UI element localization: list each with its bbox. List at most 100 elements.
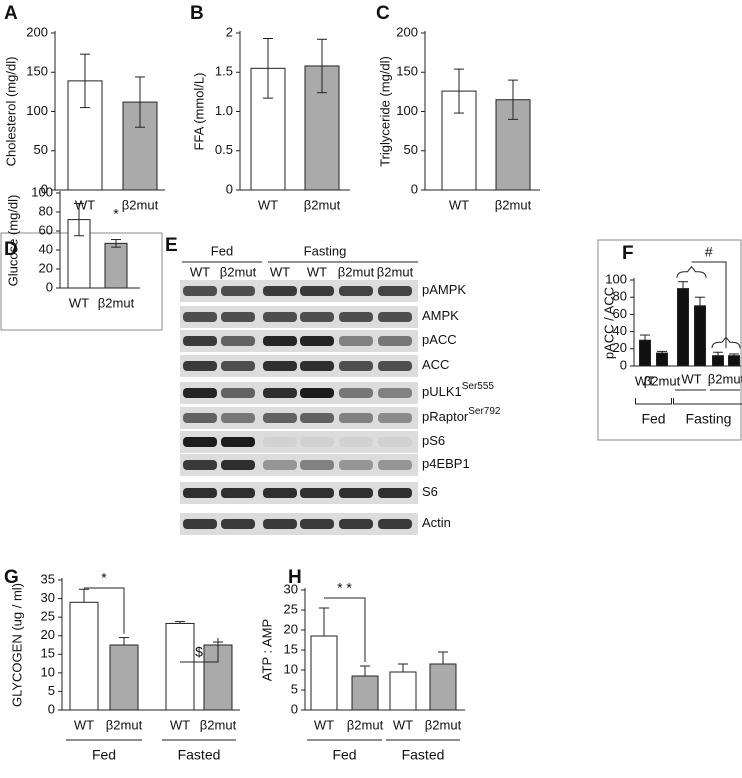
- protein-name: pULK1: [422, 384, 462, 399]
- panel-letter: E: [165, 235, 178, 256]
- blot-strip: [180, 382, 418, 404]
- group-label: Fed: [332, 747, 356, 763]
- error-bar: [713, 351, 723, 356]
- y-tick-label: 30: [41, 590, 55, 605]
- y-tick-label: 1.5: [215, 64, 233, 79]
- x-tick-label: WT: [170, 717, 190, 732]
- x-tick-label: β2mut: [495, 197, 532, 212]
- error-bar: [74, 202, 84, 237]
- error-bar: [657, 350, 667, 354]
- blot-strip: [180, 482, 418, 504]
- blot-band: [263, 286, 297, 296]
- blot-band: [339, 519, 373, 529]
- error-bar: [640, 334, 650, 341]
- blot-band: [339, 388, 373, 398]
- y-tick-label: 40: [613, 323, 627, 338]
- y-tick-label: 1.0: [215, 103, 233, 118]
- error-bar: [317, 38, 327, 94]
- y-tick-label: 15: [284, 641, 298, 656]
- blot-group-label: Fasting: [304, 243, 347, 258]
- bar: [165, 622, 195, 711]
- y-tick-label: 0: [620, 357, 627, 372]
- group-label: Fed: [92, 747, 116, 763]
- y-tick-label: 100: [605, 271, 627, 286]
- y-tick-label: 10: [41, 664, 55, 679]
- blot-band: [300, 286, 334, 296]
- error-bar: [678, 281, 688, 289]
- x-tick-label: WT: [449, 197, 469, 212]
- blot-band: [378, 488, 412, 498]
- blot-band: [221, 437, 255, 447]
- y-tick-label: 20: [39, 260, 53, 275]
- lane-label: β2mut: [220, 264, 257, 279]
- bar: [310, 635, 338, 711]
- significance-bracket: [324, 597, 366, 662]
- blot-band: [339, 460, 373, 470]
- blot-row-label: pS6: [422, 433, 445, 448]
- blot-band: [300, 488, 334, 498]
- blot-band: [263, 488, 297, 498]
- blot-row-label: pRaptorSer792: [422, 406, 501, 425]
- x-tick-label: WT: [69, 295, 89, 310]
- x-tick-label: WT: [314, 717, 334, 732]
- x-tick-label: β2mut: [304, 197, 341, 212]
- y-tick-label: 2: [226, 24, 233, 39]
- blot-band: [183, 460, 217, 470]
- blot-band: [339, 488, 373, 498]
- y-tick-label: 30: [284, 581, 298, 596]
- y-tick-label: 5: [291, 681, 298, 696]
- protein-name: Actin: [422, 515, 451, 530]
- protein-name: p4EBP1: [422, 456, 470, 471]
- blot-band: [300, 519, 334, 529]
- panel-letter: A: [4, 3, 18, 24]
- protein-name: S6: [422, 484, 438, 499]
- blot-strip: [180, 330, 418, 352]
- bar: [122, 101, 158, 191]
- blot-band: [300, 312, 334, 322]
- error-bar: [398, 663, 408, 672]
- lane-label: WT: [190, 264, 210, 279]
- y-tick-label: 0: [291, 701, 298, 716]
- bar: [694, 305, 706, 367]
- blot-band: [378, 437, 412, 447]
- x-tick-label: β2mut: [106, 717, 143, 732]
- bar: [728, 355, 740, 367]
- error-bar: [79, 588, 89, 603]
- panel-letter: F: [622, 243, 634, 264]
- y-tick-label: 0: [46, 279, 53, 294]
- y-tick-label: 0: [48, 701, 55, 716]
- blot-band: [339, 312, 373, 322]
- blot-band: [221, 312, 255, 322]
- protein-name: pACC: [422, 332, 457, 347]
- blot-band: [378, 460, 412, 470]
- blot-band: [221, 519, 255, 529]
- blot-band: [221, 460, 255, 470]
- blot-band: [263, 460, 297, 470]
- error-bar: [80, 53, 90, 109]
- blot-band: [378, 286, 412, 296]
- protein-name: pAMPK: [422, 282, 466, 297]
- y-tick-label: 150: [396, 64, 418, 79]
- group-bracket: [673, 398, 742, 405]
- error-bar: [360, 665, 370, 676]
- blot-band: [339, 413, 373, 423]
- bar: [712, 355, 724, 367]
- blot-band: [300, 460, 334, 470]
- x-tick-label: WT: [258, 197, 278, 212]
- error-bar: [135, 76, 145, 128]
- blot-row-label: pULK1Ser555: [422, 381, 494, 400]
- blot-strip: [180, 407, 418, 429]
- blot-strip: [180, 513, 418, 535]
- y-tick-label: 100: [26, 103, 48, 118]
- blot-band: [183, 312, 217, 322]
- y-tick-label: 0: [411, 181, 418, 196]
- y-tick-label: 40: [39, 241, 53, 256]
- blot-band: [183, 286, 217, 296]
- x-tick-label: β2mut: [644, 373, 681, 388]
- group-label: Fasted: [402, 747, 445, 763]
- error-bar: [454, 68, 464, 114]
- annotation: *: [113, 206, 119, 222]
- y-tick-label: 20: [613, 340, 627, 355]
- blot-band: [300, 336, 334, 346]
- error-bar: [508, 79, 518, 120]
